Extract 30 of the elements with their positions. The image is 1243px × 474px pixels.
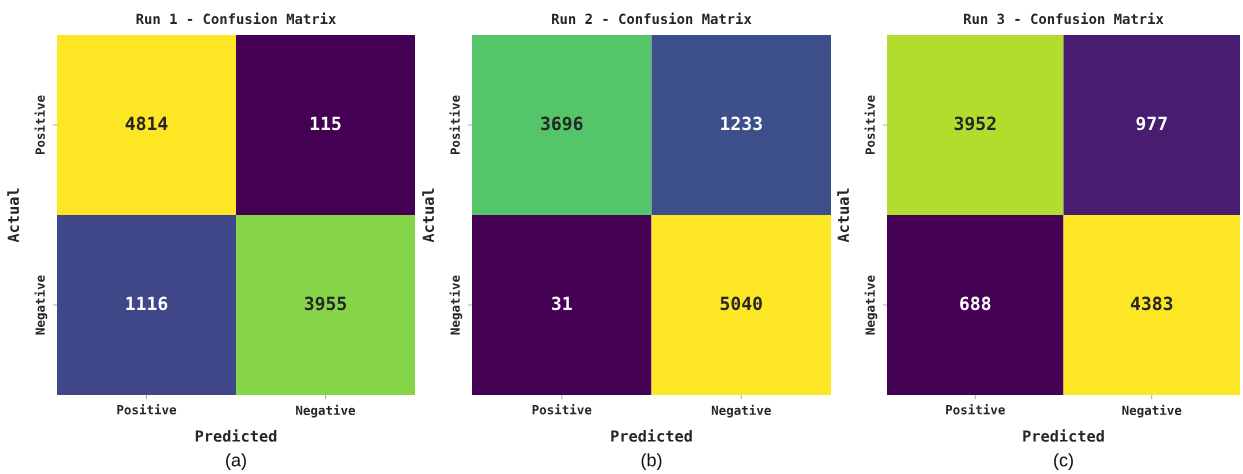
data-label: 688 <box>960 296 991 311</box>
data-label: 115 <box>310 116 341 131</box>
x-tick-label: Positive <box>946 404 1005 415</box>
x-tick-label: Positive <box>532 404 592 415</box>
text: (c) <box>1054 453 1073 471</box>
y-axis-title: Actual <box>837 188 850 243</box>
chart-title: Run 1 - Confusion Matrix <box>136 12 336 25</box>
data-label: 3696 <box>541 116 583 131</box>
data-label: 4814 <box>125 116 168 131</box>
x-tick-label: Negative <box>1122 404 1182 418</box>
y-axis-title: Actual <box>7 188 20 243</box>
x-axis-title: Predicted <box>611 429 692 442</box>
text: (a) <box>226 453 246 471</box>
data-label: 1233 <box>721 116 762 131</box>
data-label: 1116 <box>126 296 168 311</box>
x-axis-title: Predicted <box>1023 429 1104 442</box>
data-label: 4383 <box>1130 296 1173 311</box>
text: (b) <box>641 453 662 471</box>
x-tick-label: Negative <box>711 404 771 418</box>
chart-title: Run 2 - Confusion Matrix <box>552 12 752 25</box>
y-axis-title: Actual <box>422 188 435 243</box>
x-axis-title: Predicted <box>195 429 277 442</box>
x-tick-label: Positive <box>117 404 177 415</box>
chart-title: Run 3 - Confusion Matrix <box>964 12 1164 25</box>
data-label: 3952 <box>954 116 996 131</box>
x-tick-label: Negative <box>296 404 356 418</box>
data-label: 31 <box>551 296 572 311</box>
data-label: 3955 <box>304 296 347 311</box>
data-label: 977 <box>1136 116 1167 131</box>
data-label: 5040 <box>720 296 762 311</box>
